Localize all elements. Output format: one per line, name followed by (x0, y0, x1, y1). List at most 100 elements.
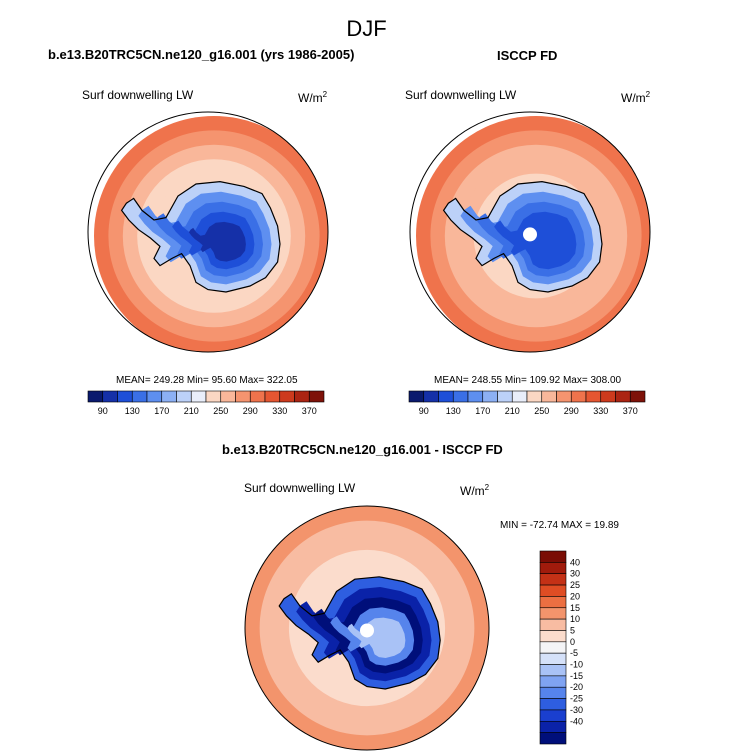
colorbar-tick-label: 5 (570, 625, 575, 635)
colorbar-tick-label: 40 (570, 557, 580, 567)
colorbar-tick-label: 30 (570, 569, 580, 579)
panel3-units: W/m2 (460, 483, 490, 498)
colorbar-tick-label: 90 (419, 406, 429, 416)
colorbar-cell (539, 584, 567, 597)
colorbar-cell (539, 641, 567, 654)
colorbar-tick-label: 210 (505, 406, 520, 416)
coastline (278, 576, 441, 690)
colorbar-tick-label: 170 (154, 406, 169, 416)
colorbar-cell (117, 390, 133, 403)
colorbar-cell (539, 652, 567, 665)
map-border (244, 505, 490, 751)
map-border (87, 111, 329, 353)
colorbar-cell (264, 390, 281, 403)
colorbar-cell (539, 550, 567, 563)
colorbar-cell (526, 390, 543, 403)
colorbar-cell (539, 720, 567, 733)
colorbar-tick-label: 290 (243, 406, 258, 416)
colorbar-cell (249, 390, 266, 403)
colorbar-cell (452, 390, 469, 403)
pole-hole (360, 623, 374, 638)
colorbar-tick-label: 25 (570, 580, 580, 590)
panel2-title: ISCCP FD (497, 48, 558, 63)
colorbar-tick-label: -20 (570, 682, 583, 692)
colorbar-cell (190, 390, 207, 403)
colorbar-tick-label: 250 (213, 406, 228, 416)
colorbar-tick-label: 290 (564, 406, 579, 416)
colorbar-tick-label: 170 (475, 406, 490, 416)
colorbar-cell (235, 390, 251, 403)
colorbar-cell (539, 607, 567, 620)
ice-contour (188, 221, 246, 262)
colorbar-tick-label: 370 (623, 406, 638, 416)
colorbar-cell (541, 390, 557, 403)
colorbar-tick-label: 20 (570, 591, 580, 601)
colorbar-cell (482, 390, 498, 403)
colorbar-tick-label: -30 (570, 705, 583, 715)
colorbar-tick-label: 10 (570, 614, 580, 624)
colorbar-tick-label: -40 (570, 716, 583, 726)
colorbar-tick-label: 370 (302, 406, 317, 416)
panel1-title: b.e13.B20TRC5CN.ne120_g16.001 (yrs 1986-… (48, 47, 355, 62)
colorbar-cell (161, 390, 177, 403)
colorbar-tick-label: -10 (570, 660, 583, 670)
panel1-units: W/m2 (298, 90, 328, 105)
figure-title: DJF (346, 16, 387, 41)
colorbar-cell (220, 390, 236, 403)
colorbar-cell (539, 732, 567, 745)
colorbar-cell (438, 390, 454, 403)
colorbar-tick-label: 15 (570, 603, 580, 613)
panel1-field-label: Surf downwelling LW (82, 88, 194, 102)
colorbar-tick-label: 330 (272, 406, 287, 416)
coastline (442, 180, 603, 293)
colorbar-2: 90 130 170 210 250 290 330 370 (408, 390, 646, 416)
map-panel-2 (409, 111, 651, 353)
colorbar-tick-label: 250 (534, 406, 549, 416)
panel2-stats: MEAN= 248.55 Min= 109.92 Max= 308.00 (434, 375, 622, 386)
colorbar-cell (539, 686, 567, 699)
coastline (120, 180, 281, 293)
colorbar-cell (556, 390, 572, 403)
colorbar-cell (600, 390, 616, 403)
map-border (409, 111, 651, 353)
colorbar-cell (423, 390, 439, 403)
colorbar-cell (570, 390, 587, 403)
colorbar-cell (539, 596, 567, 609)
colorbar-cell (87, 390, 104, 403)
colorbar-cell (539, 630, 567, 643)
map-panel-3 (244, 505, 490, 751)
colorbar-cell (176, 390, 192, 403)
colorbar-cell (131, 390, 148, 403)
colorbar-cell (467, 390, 484, 403)
colorbar-cell (308, 390, 325, 403)
colorbar-tick-label: -25 (570, 694, 583, 704)
colorbar-tick-label: -15 (570, 671, 583, 681)
panel2-units: W/m2 (621, 90, 651, 105)
colorbar-cell (146, 390, 163, 403)
colorbar-cell (615, 390, 631, 403)
colorbar-cell (539, 618, 567, 631)
panel3-title: b.e13.B20TRC5CN.ne120_g16.001 - ISCCP FD (222, 442, 503, 457)
panel1-stats: MEAN= 249.28 Min= 95.60 Max= 322.05 (116, 375, 298, 386)
pole-hole (523, 227, 537, 242)
ice-contour (347, 617, 406, 658)
colorbar-cell (279, 390, 295, 403)
panel3-stats: MIN = -72.74 MAX = 19.89 (500, 520, 619, 531)
colorbar-cell (539, 573, 567, 586)
ice-contour (494, 211, 577, 270)
colorbar-1: 90 130 170 210 250 290 330 370 (87, 390, 325, 416)
colorbar-cell (408, 390, 425, 403)
colorbar-cell (539, 664, 567, 677)
colorbar-cell (539, 698, 567, 711)
colorbar-cell (539, 562, 567, 575)
colorbar-tick-label: 330 (593, 406, 608, 416)
panel3-field-label: Surf downwelling LW (244, 481, 356, 495)
panel2-field-label: Surf downwelling LW (405, 88, 517, 102)
colorbar-cell (629, 390, 646, 403)
colorbar-cell (585, 390, 602, 403)
colorbar-cell (511, 390, 528, 403)
map-panel-1 (87, 111, 329, 353)
colorbar-tick-label: 210 (184, 406, 199, 416)
colorbar-cell (539, 675, 567, 688)
